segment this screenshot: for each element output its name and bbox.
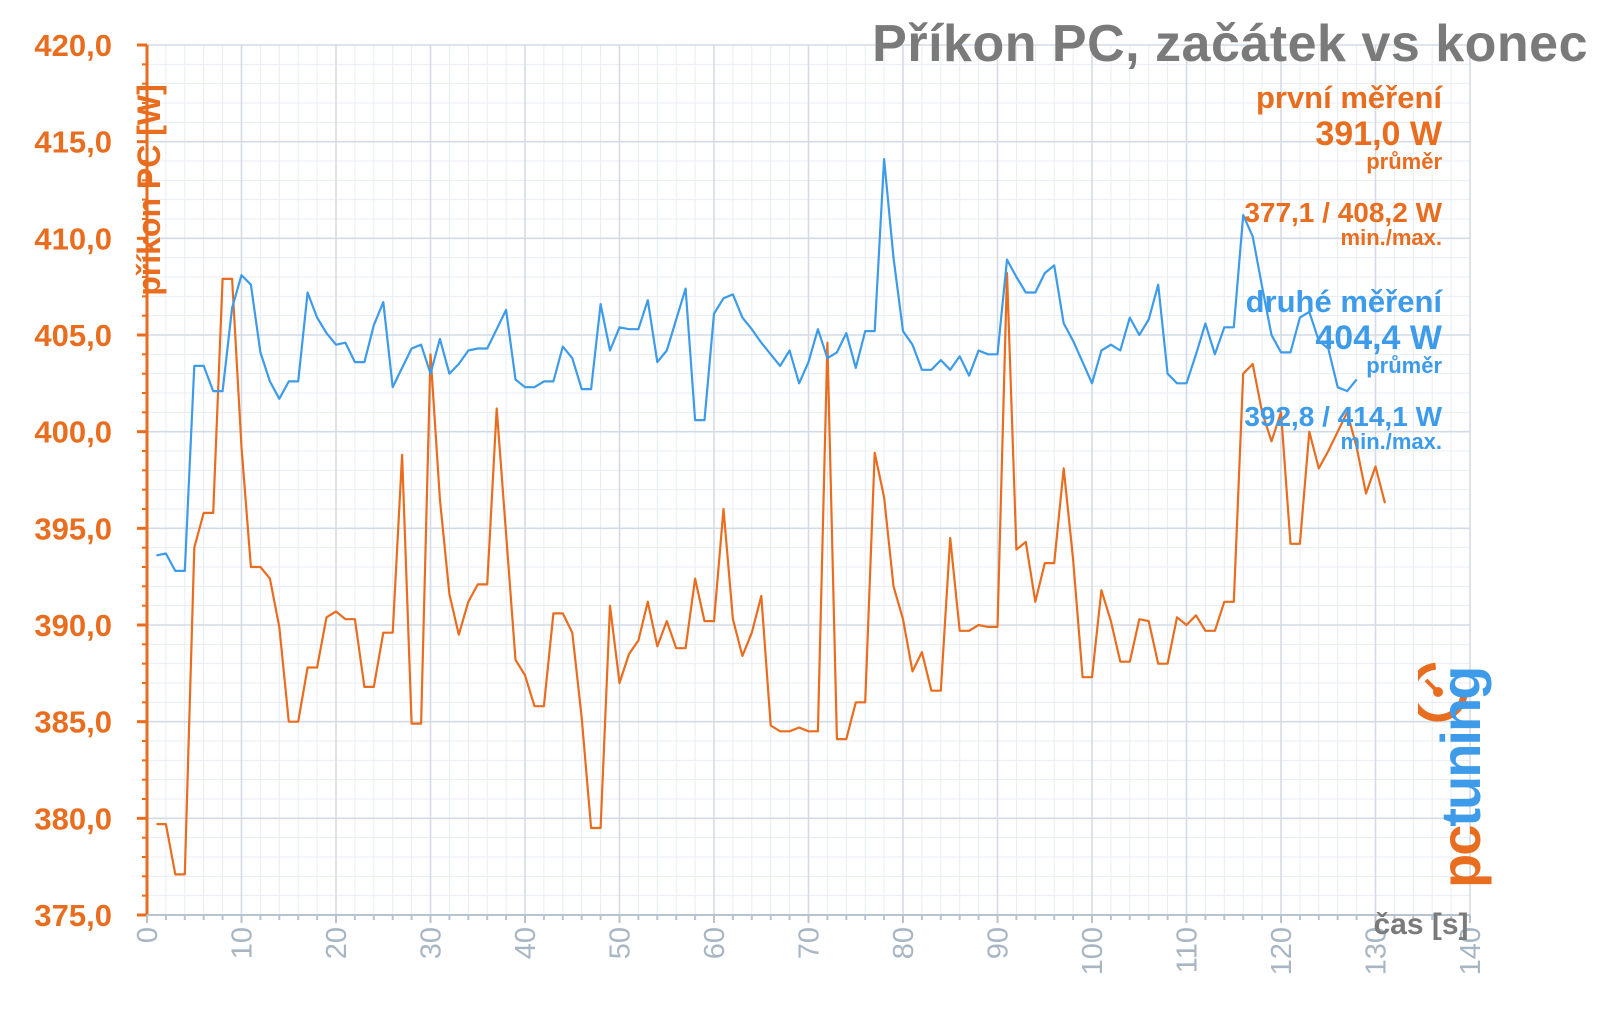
x-tick-label: 70 <box>794 927 826 959</box>
x-tick-label: 80 <box>888 927 920 959</box>
legend-series-2-average: 404,4 W <box>1315 319 1442 357</box>
legend-series-1-name: první měření <box>1255 80 1442 115</box>
legend-series-2-average-caption: průměr <box>1366 353 1442 378</box>
y-tick-label: 420,0 <box>34 28 112 63</box>
y-tick-label: 380,0 <box>34 801 112 836</box>
y-tick-label: 405,0 <box>34 318 112 353</box>
x-tick-label: 30 <box>416 927 448 959</box>
x-tick-label: 130 <box>1361 927 1393 975</box>
legend-series-2-minmax: 392,8 / 414,1 W <box>1244 401 1442 432</box>
x-axis-label: čas [s] <box>1373 908 1468 941</box>
legend-series-1-minmax: 377,1 / 408,2 W <box>1244 197 1442 228</box>
x-tick-label: 90 <box>983 927 1015 959</box>
x-tick-label: 20 <box>321 927 353 959</box>
x-tick-label: 140 <box>1455 927 1487 975</box>
series-line-2 <box>156 158 1358 573</box>
x-axis: 0 10 20 30 40 50 60 70 80 90 100 110 120 130 140 <box>132 914 1487 975</box>
legend-series-1-average: 391,0 W <box>1315 115 1442 153</box>
y-tick-label: 395,0 <box>34 511 112 546</box>
x-tick-label: 40 <box>510 927 542 959</box>
x-tick-label: 100 <box>1077 927 1109 975</box>
legend-series-1: první měření 391,0 W průměr 377,1 / 408,… <box>1244 82 1442 249</box>
legend-series-1-average-caption: průměr <box>1366 149 1442 174</box>
y-tick-label: 410,0 <box>34 221 112 256</box>
chart-title: Příkon PC, začátek vs konec <box>872 15 1588 73</box>
legend-series-2: druhé měření 404,4 W průměr 392,8 / 414,… <box>1244 286 1442 453</box>
x-tick-label: 0 <box>132 927 164 943</box>
pctuning-logo-text: pctuning <box>1429 668 1492 888</box>
y-tick-label: 415,0 <box>34 125 112 160</box>
y-tick-label: 375,0 <box>34 898 112 933</box>
x-tick-label: 10 <box>227 927 259 959</box>
x-tick-label: 120 <box>1266 927 1298 975</box>
y-axis: 375,0 380,0 385,0 390,0 395,0 400,0 405,0 410,0… <box>34 28 149 933</box>
y-tick-label: 385,0 <box>34 705 112 740</box>
y-tick-label: 400,0 <box>34 415 112 450</box>
legend-series-1-minmax-caption: min./max. <box>1340 225 1442 250</box>
series-layer <box>156 158 1387 876</box>
y-axis-label: příkon PC [W] <box>131 84 167 296</box>
x-tick-label: 50 <box>605 927 637 959</box>
legend-series-2-name: druhé měření <box>1245 284 1442 319</box>
series-line-1 <box>156 272 1387 876</box>
x-tick-label: 110 <box>1172 927 1204 973</box>
pctuning-logo: pctuning <box>1418 662 1492 888</box>
legend-series-2-minmax-caption: min./max. <box>1340 429 1442 454</box>
x-tick-label: 60 <box>699 927 731 959</box>
y-tick-label: 390,0 <box>34 608 112 643</box>
major-gridlines <box>146 44 1471 916</box>
